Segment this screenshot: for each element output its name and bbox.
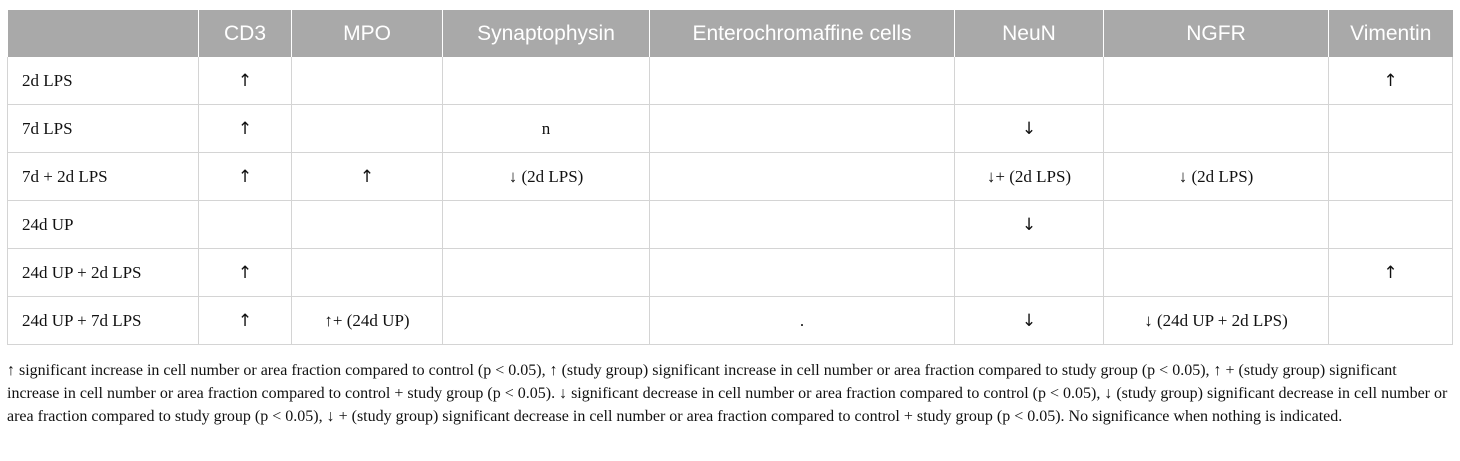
table-cell: ↑ bbox=[198, 104, 292, 153]
table-cell bbox=[442, 248, 650, 297]
table-cell: ↑+ (24d UP) bbox=[291, 296, 443, 345]
row-label: 24d UP bbox=[7, 200, 199, 249]
table-row: 7d LPS ↑ n ↓ bbox=[7, 104, 1453, 153]
table-cell bbox=[291, 248, 443, 297]
table-cell: ↑ bbox=[1328, 57, 1453, 105]
header-row: CD3 MPO Synaptophysin Enterochromaffine … bbox=[7, 10, 1453, 57]
header-cell-vimentin: Vimentin bbox=[1328, 10, 1453, 57]
table-cell: ↑ bbox=[198, 296, 292, 345]
table-cell bbox=[198, 200, 292, 249]
header-cell-neun: NeuN bbox=[954, 10, 1104, 57]
header-cell-synaptophysin: Synaptophysin bbox=[442, 10, 650, 57]
table-cell bbox=[954, 57, 1104, 105]
table-cell: ↑ bbox=[198, 57, 292, 105]
table-cell: ↓ bbox=[954, 200, 1104, 249]
table-cell: ↑ bbox=[198, 248, 292, 297]
table-cell: ↓ (2d LPS) bbox=[442, 152, 650, 201]
table-row: 2d LPS ↑ ↑ bbox=[7, 57, 1453, 105]
table-cell bbox=[1103, 104, 1329, 153]
table-cell: ↓ (2d LPS) bbox=[1103, 152, 1329, 201]
results-table: CD3 MPO Synaptophysin Enterochromaffine … bbox=[7, 10, 1453, 345]
table-row: 7d + 2d LPS ↑ ↑ ↓ (2d LPS) ↓+ (2d LPS) ↓… bbox=[7, 152, 1453, 201]
table-row: 24d UP + 7d LPS ↑ ↑+ (24d UP) . ↓ ↓ (24d… bbox=[7, 296, 1453, 345]
table-row: 24d UP + 2d LPS ↑ ↑ bbox=[7, 248, 1453, 297]
header-cell-mpo: MPO bbox=[291, 10, 443, 57]
table-header: CD3 MPO Synaptophysin Enterochromaffine … bbox=[7, 10, 1453, 57]
table-cell bbox=[649, 57, 955, 105]
table-cell: ↓+ (2d LPS) bbox=[954, 152, 1104, 201]
row-label: 7d + 2d LPS bbox=[7, 152, 199, 201]
table-cell bbox=[291, 200, 443, 249]
table-cell bbox=[1103, 248, 1329, 297]
table-cell: ↑ bbox=[291, 152, 443, 201]
table-cell bbox=[442, 200, 650, 249]
table-body: 2d LPS ↑ ↑ 7d LPS ↑ n ↓ 7d + 2d LPS ↑ ↑ … bbox=[7, 57, 1453, 345]
table-cell bbox=[291, 104, 443, 153]
header-cell-enterochromaffine-cells: Enterochromaffine cells bbox=[649, 10, 955, 57]
table-cell: ↑ bbox=[1328, 248, 1453, 297]
table-cell bbox=[649, 152, 955, 201]
row-label: 24d UP + 7d LPS bbox=[7, 296, 199, 345]
table-cell bbox=[649, 200, 955, 249]
table-cell bbox=[954, 248, 1104, 297]
table-cell bbox=[442, 296, 650, 345]
row-label: 24d UP + 2d LPS bbox=[7, 248, 199, 297]
row-label: 7d LPS bbox=[7, 104, 199, 153]
table-cell bbox=[1328, 152, 1453, 201]
table-cell: ↓ (24d UP + 2d LPS) bbox=[1103, 296, 1329, 345]
table-cell bbox=[1103, 57, 1329, 105]
header-cell-row-label bbox=[7, 10, 199, 57]
table-cell: ↑ bbox=[198, 152, 292, 201]
table-cell: ↓ bbox=[954, 104, 1104, 153]
table-cell bbox=[1328, 104, 1453, 153]
table-cell bbox=[649, 248, 955, 297]
table-cell bbox=[1328, 200, 1453, 249]
table-cell: n bbox=[442, 104, 650, 153]
header-cell-cd3: CD3 bbox=[198, 10, 292, 57]
table-cell bbox=[442, 57, 650, 105]
row-label: 2d LPS bbox=[7, 57, 199, 105]
table-footnote: ↑ significant increase in cell number or… bbox=[7, 362, 1448, 425]
table-cell bbox=[1328, 296, 1453, 345]
table-cell bbox=[649, 104, 955, 153]
table-row: 24d UP ↓ bbox=[7, 200, 1453, 249]
table-cell: . bbox=[649, 296, 955, 345]
table-cell bbox=[291, 57, 443, 105]
header-cell-ngfr: NGFR bbox=[1103, 10, 1329, 57]
table-cell: ↓ bbox=[954, 296, 1104, 345]
table-cell bbox=[1103, 200, 1329, 249]
